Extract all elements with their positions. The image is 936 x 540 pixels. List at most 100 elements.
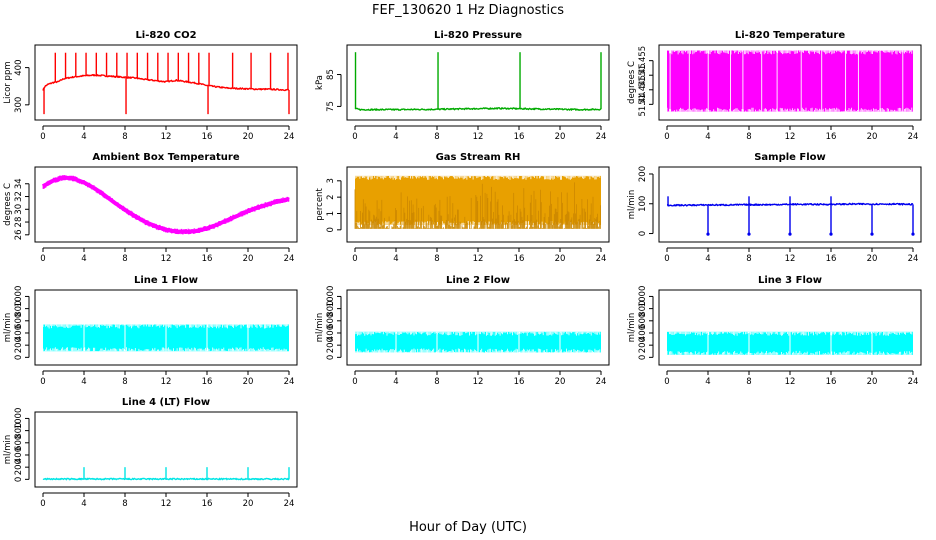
x-tick-label: 24 xyxy=(284,377,295,387)
y-tick-label: 200 xyxy=(14,337,24,353)
y-tick-label: 200 xyxy=(14,459,24,475)
x-tick-label: 16 xyxy=(202,377,213,387)
x-tick-label: 4 xyxy=(393,132,398,142)
x-tick-label: 8 xyxy=(746,377,751,387)
data-dip-point xyxy=(911,232,915,236)
x-tick-label: 16 xyxy=(514,132,525,142)
x-tick-label: 12 xyxy=(161,254,172,264)
chart-title: Gas Stream RH xyxy=(436,152,521,163)
y-axis-label: ml/min xyxy=(3,435,13,465)
y-axis-label: degrees C xyxy=(3,183,13,226)
y-axis-label: kPa xyxy=(315,75,325,90)
chart-title: Sample Flow xyxy=(754,152,826,163)
y-axis-label: ml/min xyxy=(627,313,637,343)
data-dip-point xyxy=(829,232,833,236)
chart-panel: Ambient Box Temperature degrees C 0 4 8 12 16 2… xyxy=(3,152,298,264)
plot-frame xyxy=(34,289,298,366)
band-gaps xyxy=(83,324,249,352)
data-series-line xyxy=(42,73,290,92)
x-tick-label: 16 xyxy=(514,254,525,264)
y-tick-label: 1000 xyxy=(326,286,336,308)
x-tick-label: 16 xyxy=(202,499,213,509)
y-tick-label: 75 xyxy=(326,101,336,112)
data-layer xyxy=(354,331,601,353)
x-tick-label: 20 xyxy=(555,377,566,387)
y-tick-label: 34 xyxy=(14,178,24,189)
x-tick-label: 8 xyxy=(122,499,127,509)
x-tick-label: 24 xyxy=(284,499,295,509)
y-tick-label: 51.45 xyxy=(638,63,648,87)
plot-frame xyxy=(346,44,610,121)
y-tick-label: 800 xyxy=(14,301,24,317)
chart-panel: Li-820 CO2 Licor ppm 0 4 8 12 16 20 24 300 400 xyxy=(3,30,298,142)
y-tick-label: 300 xyxy=(14,97,24,113)
y-tick-label: 0 xyxy=(638,231,648,236)
x-tick-label: 0 xyxy=(40,254,45,264)
chart-title: Li-820 CO2 xyxy=(135,30,196,41)
x-tick-label: 20 xyxy=(867,132,878,142)
y-tick-label: 100 xyxy=(638,196,648,212)
rh-dips xyxy=(354,182,601,229)
y-tick-label: 51.445 xyxy=(638,75,648,105)
y-tick-label: 800 xyxy=(638,301,648,317)
chart-panel: Sample Flow ml/min 0 4 8 12 16 20 24 0 100 200 xyxy=(627,152,922,264)
x-tick-label: 8 xyxy=(434,254,439,264)
x-tick-label: 24 xyxy=(908,254,919,264)
x-tick-label: 0 xyxy=(664,254,669,264)
y-tick-label: 51.455 xyxy=(638,46,648,76)
data-layer xyxy=(42,52,290,115)
y-tick-label: 32 xyxy=(14,191,24,202)
chart-title: Line 3 Flow xyxy=(758,275,822,286)
x-tick-label: 4 xyxy=(393,254,398,264)
x-tick-label: 8 xyxy=(746,254,751,264)
x-tick-label: 12 xyxy=(161,132,172,142)
x-tick-label: 0 xyxy=(40,499,45,509)
chart-title: Li-820 Temperature xyxy=(735,30,845,41)
x-tick-label: 4 xyxy=(81,377,86,387)
x-tick-label: 20 xyxy=(867,254,878,264)
x-tick-label: 8 xyxy=(746,132,751,142)
x-tick-label: 4 xyxy=(81,254,86,264)
x-tick-label: 0 xyxy=(352,132,357,142)
chart-panel: Li-820 Temperature degrees C 0 4 8 12 16 20 24 51… xyxy=(627,30,922,142)
y-tick-label: 30 xyxy=(14,204,24,215)
x-tick-label: 4 xyxy=(705,254,710,264)
y-tick-label: 0 xyxy=(326,355,336,360)
y-tick-label: 600 xyxy=(14,435,24,451)
data-layer xyxy=(354,175,601,229)
plot-frame xyxy=(34,166,298,243)
y-tick-label: 1 xyxy=(326,211,336,216)
chart-title: Line 2 Flow xyxy=(446,275,510,286)
x-tick-label: 8 xyxy=(122,254,127,264)
y-tick-label: 200 xyxy=(638,166,648,182)
y-tick-label: 28 xyxy=(14,217,24,228)
y-tick-label: 0 xyxy=(14,355,24,360)
data-band xyxy=(667,50,913,112)
chart-panel: Line 3 Flow ml/min 0 4 8 12 16 20 24 0 20040060080… xyxy=(627,275,922,387)
x-tick-label: 24 xyxy=(908,377,919,387)
y-tick-label: 600 xyxy=(14,313,24,329)
x-tick-label: 0 xyxy=(664,132,669,142)
chart-panel: Line 2 Flow ml/min 0 4 8 12 16 20 24 0 20040060080… xyxy=(315,275,610,387)
y-tick-label: 800 xyxy=(14,423,24,439)
y-tick-label: 400 xyxy=(638,325,648,341)
y-axis-label: degrees C xyxy=(627,61,637,104)
x-tick-label: 0 xyxy=(664,377,669,387)
y-tick-label: 200 xyxy=(638,337,648,353)
data-layer xyxy=(42,324,289,352)
x-tick-label: 20 xyxy=(243,254,254,264)
x-tick-label: 20 xyxy=(867,377,878,387)
data-dip-point xyxy=(706,232,710,236)
x-tick-label: 20 xyxy=(555,132,566,142)
x-tick-label: 24 xyxy=(284,132,295,142)
x-tick-label: 8 xyxy=(434,132,439,142)
chart-title: Line 4 (LT) Flow xyxy=(122,397,210,408)
x-tick-label: 12 xyxy=(785,132,796,142)
x-tick-label: 0 xyxy=(40,132,45,142)
plot-frame xyxy=(658,44,922,121)
x-tick-label: 24 xyxy=(596,377,607,387)
y-tick-label: 0 xyxy=(14,477,24,482)
plot-frame xyxy=(658,166,922,243)
plot-frame xyxy=(346,166,610,243)
